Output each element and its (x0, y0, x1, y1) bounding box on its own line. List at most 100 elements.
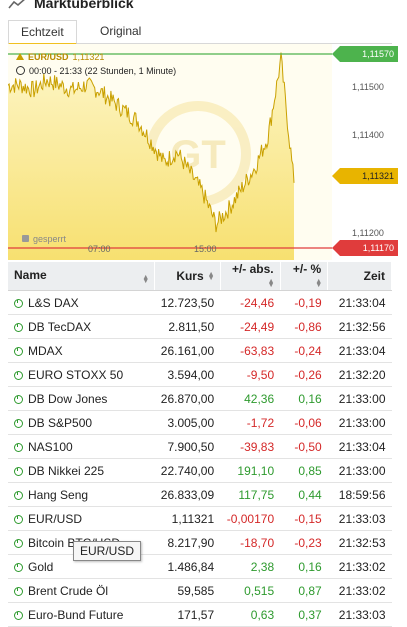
sort-icon: ▲ ▼ (207, 270, 215, 282)
table-row[interactable]: Brent Crude Öl 59,585 0,515 0,87 21:33:02 (8, 578, 392, 603)
col-header-pct[interactable]: +/- %▲ ▼ (280, 262, 329, 291)
time-cell: 18:59:56 (327, 482, 392, 507)
time-cell: 21:32:56 (327, 314, 392, 339)
clock-icon (14, 442, 23, 452)
table-row[interactable]: Euro-Bund Future 171,57 0,63 0,37 21:33:03 (8, 602, 392, 627)
kurs-cell: 26.161,00 (154, 338, 221, 363)
chart-line-icon (8, 0, 25, 9)
instrument-name[interactable]: DB S&P500 (8, 410, 155, 435)
instrument-name[interactable]: L&S DAX (8, 290, 155, 315)
kurs-cell: 2.811,50 (154, 314, 221, 339)
table-row[interactable]: EUR/USD 1,11321 -0,00170 -0,15 21:33:03 (8, 506, 392, 531)
sort-icon: ▲ ▼ (142, 274, 150, 285)
table-row[interactable]: DB S&P500 3.005,00 -1,72 -0,06 21:33:00 (8, 410, 392, 435)
time-cell: 21:33:02 (327, 578, 392, 603)
instrument-name[interactable]: NAS100 (8, 434, 155, 459)
kurs-cell: 22.740,00 (154, 458, 221, 483)
kurs-cell: 59,585 (154, 578, 221, 603)
table-row[interactable]: Gold 1.486,84 2,38 0,16 21:33:02 (8, 554, 392, 579)
current-price-tag: 1,11321 (332, 168, 398, 184)
pct-change-cell: -0,24 (280, 338, 328, 363)
time-cell: 21:33:00 (327, 410, 392, 435)
table-row[interactable]: DB Nikkei 225 22.740,00 191,10 0,85 21:33:00 (8, 458, 392, 483)
instrument-name[interactable]: MDAX (8, 338, 155, 363)
table-row[interactable]: L&S DAX 12.723,50 -24,46 -0,19 21:33:04 (8, 290, 392, 315)
tab-echtzeit[interactable]: Echtzeit (8, 20, 77, 45)
table-row[interactable]: Bitcoin BTC/USD8.217,90-18,70-0,2321:32:… (8, 530, 392, 555)
clock-icon (14, 298, 23, 308)
col-header-name[interactable]: Name ▲ ▼ (8, 262, 156, 291)
clock-icon (14, 490, 23, 500)
time-cell: 21:33:04 (327, 434, 392, 459)
time-cell: 21:33:04 (327, 290, 392, 315)
clock-icon (14, 322, 23, 332)
clock-icon (14, 586, 23, 596)
price-chart[interactable]: GT EUR/USD 1,11321 00:00 - 21:33 (22 Stun… (8, 44, 398, 260)
kurs-cell: 8.217,90 (154, 530, 221, 555)
chart-last-value: 1,11321 (72, 52, 105, 62)
abs-change-cell: 42,36 (220, 386, 281, 411)
y-tick-label: 1,11400 (352, 130, 384, 140)
table-row[interactable]: DB Dow Jones 26.870,00 42,36 0,16 21:33:00 (8, 386, 392, 411)
col-header-zeit[interactable]: Zeit (327, 262, 392, 291)
abs-change-cell: 0,63 (220, 602, 281, 627)
x-tick-label: 07:00 (88, 244, 111, 254)
abs-change-cell: -63,83 (220, 338, 281, 363)
time-cell: 21:33:04 (327, 338, 392, 363)
instrument-name[interactable]: EURO STOXX 50 (8, 362, 155, 387)
instrument-name[interactable]: DB TecDAX (8, 314, 155, 339)
abs-change-cell: 117,75 (220, 482, 281, 507)
table-row[interactable]: Hang Seng 26.833,09 117,75 0,44 18:59:56 (8, 482, 392, 507)
y-tick-label: 1,11200 (352, 228, 384, 238)
time-cell: 21:33:03 (327, 602, 392, 627)
quotes-table: Name ▲ ▼ Kurs ▲ ▼ +/- abs.▲ ▼ +/- %▲ ▼ Zeit L&… (8, 262, 392, 627)
table-row[interactable]: EURO STOXX 50 3.594,00 -9,50 -0,26 21:32:20 (8, 362, 392, 387)
pct-change-cell: -0,50 (280, 434, 328, 459)
price-line (8, 52, 295, 233)
kurs-cell: 26.870,00 (154, 386, 221, 411)
page-title: Marktuberblick (34, 0, 134, 11)
col-header-abs[interactable]: +/- abs.▲ ▼ (220, 262, 281, 291)
lock-icon (22, 235, 29, 242)
abs-change-cell: -1,72 (220, 410, 281, 435)
abs-change-cell: -24,49 (220, 314, 281, 339)
time-cell: 21:32:53 (327, 530, 392, 555)
table-row[interactable]: NAS100 7.900,50 -39,83 -0,50 21:33:04 (8, 434, 392, 459)
pct-change-cell: 0,16 (280, 554, 328, 579)
tab-original[interactable]: Original (100, 24, 142, 38)
tab-bar: Echtzeit Original (8, 20, 392, 45)
price-area (8, 52, 294, 260)
abs-change-cell: -24,46 (220, 290, 281, 315)
pct-change-cell: 0,37 (280, 602, 328, 627)
time-cell: 21:32:20 (327, 362, 392, 387)
y-tick-label: 1,11500 (352, 82, 384, 92)
abs-change-cell: 0,515 (220, 578, 281, 603)
pct-change-cell: -0,06 (280, 410, 328, 435)
col-header-kurs[interactable]: Kurs ▲ ▼ (154, 262, 221, 291)
pct-change-cell: 0,44 (280, 482, 328, 507)
table-row[interactable]: MDAX 26.161,00 -63,83 -0,24 21:33:04 (8, 338, 392, 363)
pct-change-cell: -0,19 (280, 290, 328, 315)
low-price-tag: 1,11170 (332, 240, 398, 256)
chart-duration: (22 Stunden, 1 Minute) (84, 66, 177, 76)
time-cell: 21:33:03 (327, 506, 392, 531)
clock-icon (14, 394, 23, 404)
sort-icon: ▲ ▼ (315, 277, 323, 289)
table-row[interactable]: DB TecDAX 2.811,50 -24,49 -0,86 21:32:56 (8, 314, 392, 339)
instrument-name[interactable]: DB Nikkei 225 (8, 458, 155, 483)
pct-change-cell: 0,87 (280, 578, 328, 603)
chart-symbol: EUR/USD (28, 52, 69, 62)
locked-indicator: gesperrt (22, 234, 66, 244)
kurs-cell: 1,11321 (154, 506, 221, 531)
kurs-cell: 171,57 (154, 602, 221, 627)
kurs-cell: 3.594,00 (154, 362, 221, 387)
triangle-icon (16, 53, 24, 60)
instrument-name[interactable]: EUR/USD (8, 506, 155, 531)
x-tick-label: 15:00 (194, 244, 217, 254)
instrument-name[interactable]: Brent Crude Öl (8, 578, 155, 603)
instrument-name[interactable]: Euro-Bund Future (8, 602, 155, 627)
pct-change-cell: -0,23 (280, 530, 328, 555)
instrument-name[interactable]: Hang Seng (8, 482, 155, 507)
header: Marktuberblick (0, 0, 407, 14)
instrument-name[interactable]: DB Dow Jones (8, 386, 155, 411)
